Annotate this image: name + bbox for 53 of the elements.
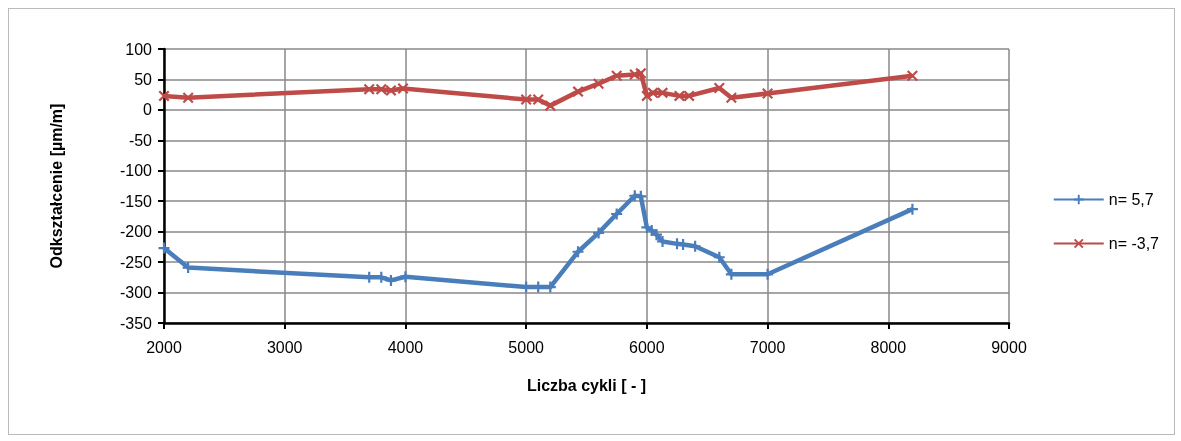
- point: [158, 242, 170, 254]
- point: [385, 84, 397, 96]
- point: [375, 83, 387, 95]
- point: [593, 227, 605, 239]
- point: [713, 82, 725, 94]
- point: [385, 274, 397, 286]
- point: [158, 90, 170, 102]
- y-tick-label: 100: [125, 40, 153, 58]
- point: [725, 92, 737, 104]
- y-tick-label: -50: [128, 131, 153, 149]
- point: [647, 87, 659, 99]
- x-tick-label: 6000: [629, 338, 665, 356]
- y-tick-label: 50: [134, 70, 153, 88]
- point: [673, 90, 685, 102]
- y-tick-label: -250: [119, 253, 153, 271]
- x-tick-label: 5000: [508, 338, 545, 356]
- point: [635, 67, 647, 79]
- y-tick-label: -200: [119, 223, 153, 241]
- point: [689, 240, 701, 252]
- point: [572, 86, 584, 98]
- point: [683, 90, 695, 102]
- y-tick-label: -150: [119, 192, 153, 210]
- y-tick-label: -350: [119, 314, 153, 332]
- point: [651, 229, 663, 241]
- point: [762, 87, 774, 99]
- x-tick-label: 2000: [146, 338, 182, 356]
- point: [713, 251, 725, 263]
- y-tick-label: 0: [143, 101, 153, 119]
- point: [520, 94, 532, 106]
- point: [544, 100, 556, 112]
- point: [363, 83, 375, 95]
- x-tick-label: 8000: [870, 338, 907, 356]
- point: [657, 87, 669, 99]
- y-tick-label: -300: [119, 284, 153, 302]
- legend-label: n= -3,7: [1108, 235, 1160, 252]
- point: [611, 70, 623, 82]
- y-tick-label: -100: [119, 162, 153, 180]
- point: [906, 203, 918, 215]
- point: [657, 235, 669, 247]
- point: [397, 83, 409, 95]
- legend-label: n= 5,7: [1108, 191, 1154, 208]
- x-axis-title: Liczba cykli [ - ]: [526, 376, 647, 394]
- x-tick-label: 4000: [387, 338, 424, 356]
- point: [182, 92, 194, 104]
- x-tick-label: 7000: [749, 338, 786, 356]
- y-axis-title: Odkształcenie [µm/m]: [47, 103, 65, 269]
- point: [593, 78, 605, 90]
- point: [532, 94, 544, 106]
- point: [906, 70, 918, 82]
- point: [611, 208, 623, 220]
- x-tick-label: 9000: [991, 338, 1027, 356]
- x-tick-label: 3000: [266, 338, 303, 356]
- point: [572, 246, 584, 258]
